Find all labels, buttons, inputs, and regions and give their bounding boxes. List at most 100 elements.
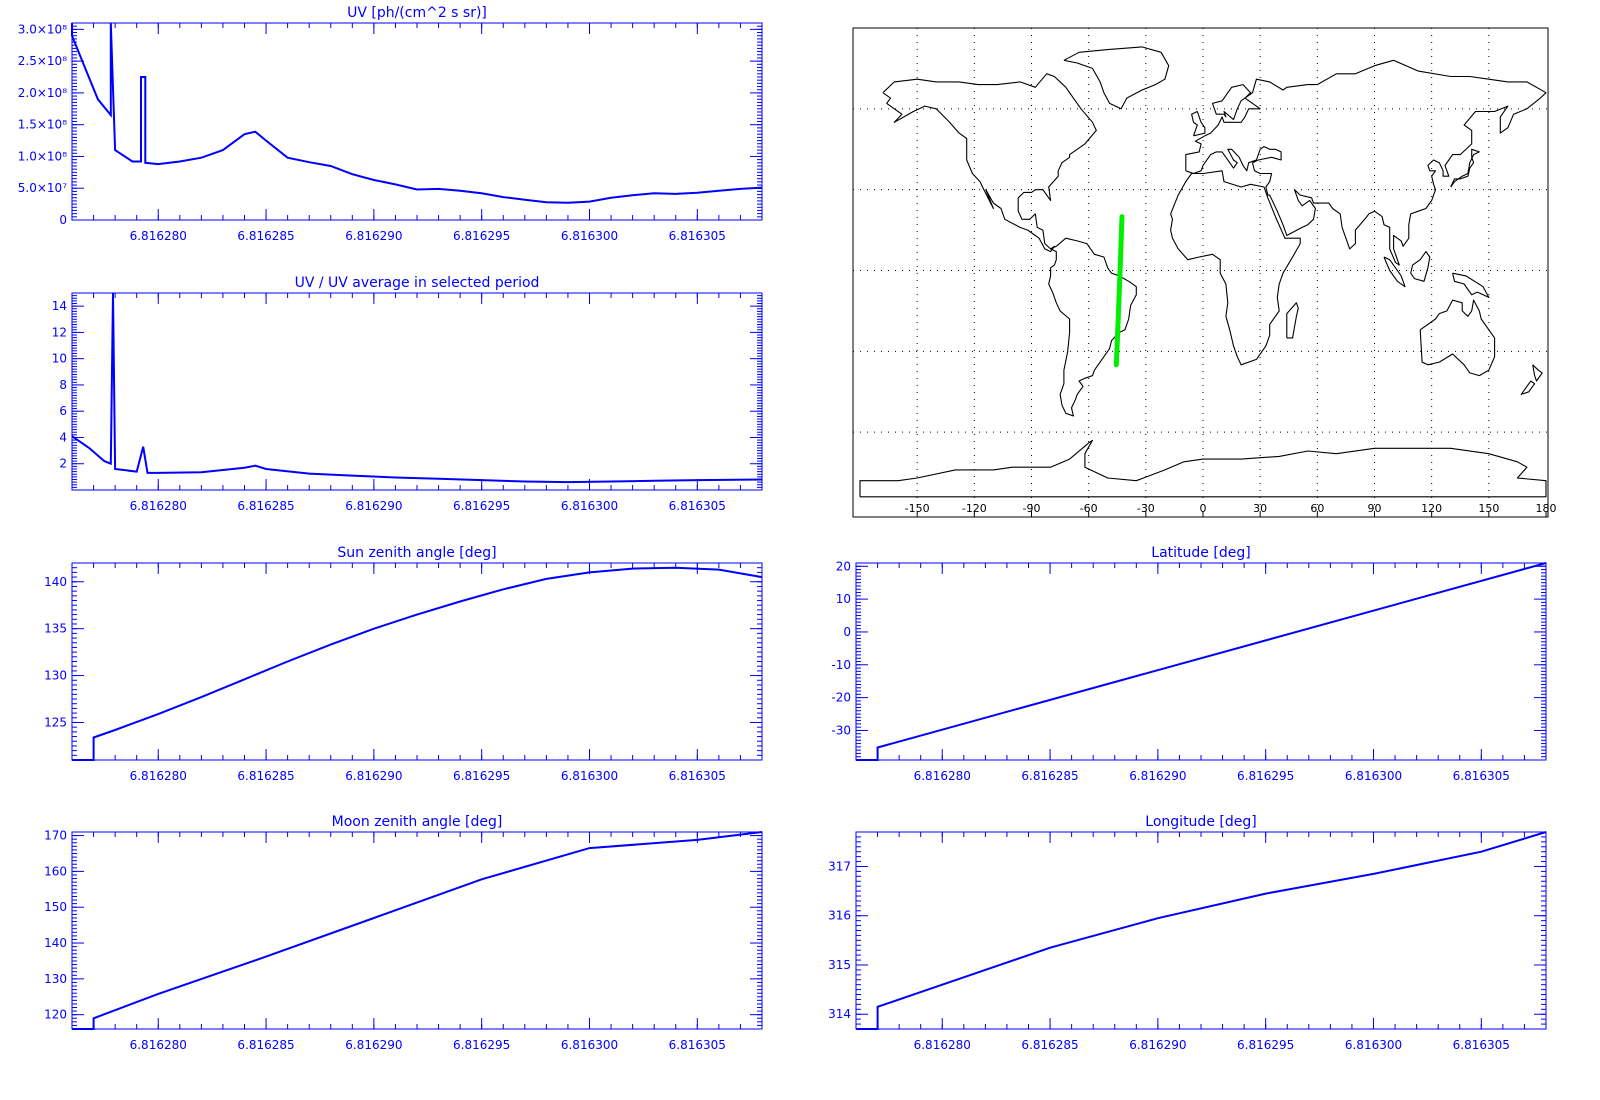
coastline-antarctica [859,439,1547,498]
coastline-south-america [1048,237,1137,417]
x-tick-label: 6.816305 [669,499,726,513]
x-tick-label: 6.816305 [669,769,726,783]
y-tick-label: 1.0×10⁸ [18,149,67,163]
x-tick-label: 6.816280 [130,229,187,243]
lon-tick-label: -150 [905,502,930,515]
y-tick-label: 2 [59,457,67,471]
plot-frame [71,562,763,761]
x-tick-label: 6.816280 [914,1038,971,1052]
lon-tick-label: 90 [1368,502,1382,515]
y-tick-label: 5.0×10⁷ [18,181,67,195]
y-tick-label: 1.5×10⁸ [18,118,67,132]
chart-uv: UV [ph/(cm^2 s sr)] 6.816280 6.816285 6.816… [18,5,763,243]
y-tick-label: 12 [52,325,67,339]
y-tick-label: 314 [828,1007,851,1021]
y-tick-label: 125 [44,715,67,729]
chart-title: Longitude [deg] [1145,814,1256,830]
series-line-lat [856,562,1547,761]
chart-title: Latitude [deg] [1151,545,1250,561]
x-tick-label: 6.816290 [345,769,402,783]
x-tick-label: 6.816285 [237,499,294,513]
y-tick-label: 4 [59,430,67,444]
coastline-north-america [882,73,1097,253]
y-tick-label: 6 [59,404,67,418]
x-tick-label: 6.816305 [1453,769,1510,783]
chart-moon: Moon zenith angle [deg] 6.816280 6.816285 6… [44,814,763,1052]
y-tick-label: 135 [44,622,67,636]
x-tick-label: 6.816300 [561,1038,618,1052]
x-tick-label: 6.816295 [453,229,510,243]
coastline-britain [1191,110,1206,137]
lon-tick-label: 30 [1253,502,1267,515]
y-tick-label: -10 [831,658,851,672]
coastline-new-guinea [1452,272,1490,298]
lon-tick-label: 60 [1310,502,1324,515]
chart-title: Sun zenith angle [deg] [337,545,496,561]
line-plots: UV [ph/(cm^2 s sr)] 6.816280 6.816285 6.816… [18,5,1547,1052]
chart-lat: Latitude [deg] 6.816280 6.816285 6.816290 6.… [831,545,1547,783]
lon-tick-label: -90 [1023,502,1041,515]
x-tick-label: 6.816300 [561,499,618,513]
y-tick-label: 120 [44,1008,67,1022]
y-tick-label: 0 [843,625,851,639]
y-tick-label: 317 [828,859,851,873]
x-tick-label: 6.816285 [237,1038,294,1052]
y-tick-label: -30 [831,723,851,737]
x-tick-label: 6.816290 [345,499,402,513]
lon-tick-label: -60 [1080,502,1098,515]
plot-frame [71,831,763,1030]
x-tick-label: 6.816295 [453,1038,510,1052]
y-tick-label: 170 [44,829,67,843]
y-tick-label: 20 [836,559,851,573]
chart-title: UV / UV average in selected period [295,275,540,291]
y-tick-label: -20 [831,691,851,705]
coastline-borneo [1410,251,1431,282]
coastline-new-zealand-south [1520,380,1536,395]
plot-frame [71,292,763,491]
x-tick-label: 6.816305 [1453,1038,1510,1052]
lon-tick-label: -30 [1137,502,1155,515]
coastline-africa [1170,170,1301,366]
x-tick-label: 6.816300 [1345,769,1402,783]
y-tick-label: 315 [828,958,851,972]
x-tick-label: 6.816290 [345,229,402,243]
x-tick-label: 6.816300 [1345,1038,1402,1052]
plot-frame [855,831,1547,1030]
x-tick-label: 6.816285 [237,229,294,243]
y-tick-label: 0 [59,213,67,227]
coastline-sumatra [1383,256,1406,288]
chart-sun: Sun zenith angle [deg] 6.816280 6.816285 6.… [44,545,763,783]
series-line-moon [72,831,763,1030]
x-tick-label: 6.816280 [130,769,187,783]
x-tick-label: 6.816305 [669,229,726,243]
chart-title: UV [ph/(cm^2 s sr)] [347,5,487,21]
chart-ratio: UV / UV average in selected period 6.8162… [52,275,763,513]
x-tick-label: 6.816285 [237,769,294,783]
y-tick-label: 10 [836,592,851,606]
x-tick-label: 6.816280 [130,1038,187,1052]
coastline-australia [1419,299,1496,377]
x-tick-label: 6.816300 [561,229,618,243]
x-tick-label: 6.816295 [1237,769,1294,783]
x-tick-label: 6.816285 [1021,1038,1078,1052]
y-tick-label: 130 [44,972,67,986]
coastline-new-zealand-north [1532,364,1543,382]
map-frame [852,27,1549,518]
x-tick-label: 6.816290 [1129,1038,1186,1052]
x-tick-label: 6.816305 [669,1038,726,1052]
x-tick-label: 6.816285 [1021,769,1078,783]
lon-tick-label: 150 [1478,502,1499,515]
series-line-lon [856,831,1547,1030]
y-tick-label: 14 [52,299,67,313]
lon-tick-label: -120 [962,502,987,515]
y-tick-label: 3.0×10⁸ [18,22,67,36]
x-tick-label: 6.816280 [914,769,971,783]
y-tick-label: 140 [44,575,67,589]
coastline-greenland [1063,46,1170,110]
x-tick-label: 6.816295 [453,499,510,513]
lon-tick-label: 180 [1536,502,1557,515]
coastline-madagascar [1286,302,1299,339]
series-line-ratio [71,292,763,484]
chart-title: Moon zenith angle [deg] [332,814,503,830]
